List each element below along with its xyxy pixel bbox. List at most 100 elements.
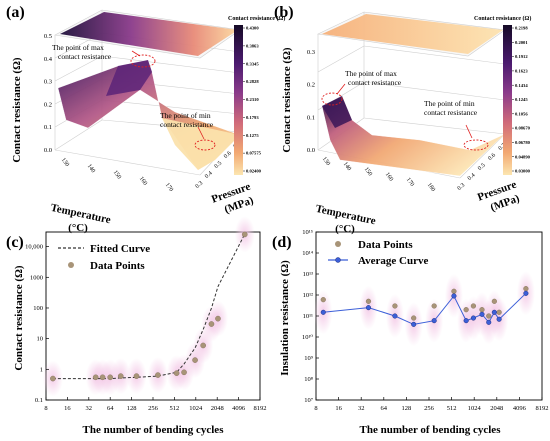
panel-c-y-tick-3: 100 [33, 305, 43, 312]
panel-c: (c) 0.1 1 10 100 1000 10,000 8 16 32 64 128 256 512… [6, 216, 267, 436]
panel-b-min-arrow [465, 124, 473, 139]
panel-d-label: (d) [272, 234, 292, 251]
panel-a-z-tick-0: 0.5 [44, 33, 52, 40]
panel-c-point-10 [200, 342, 206, 349]
panel-b-z-ticks: 0.3 0.2 0.1 0.0 [307, 49, 315, 154]
panel-a-z-tick-2: 0.3 [44, 79, 52, 86]
panel-b-cb-tick-7: 0.08670 [515, 126, 531, 131]
panel-a-cb-tick-6: 0.1275 [246, 133, 259, 138]
panel-a-x-axis-unit: (°C) [68, 222, 88, 234]
panel-b-y-tick-4: 0.7 [498, 143, 508, 152]
panel-c-point-7 [173, 370, 180, 376]
panel-d-y-tick-4: 10¹¹ [303, 313, 313, 320]
panel-c-x-tick-3: 64 [107, 405, 114, 412]
panel-c-point-5 [133, 373, 140, 379]
panel-c-legend-points: Data Points [90, 260, 145, 272]
panel-b-z-tick-3: 0.0 [307, 147, 315, 154]
panel-c-y-tick-2: 10 [37, 336, 44, 343]
panel-d-point-1 [365, 298, 372, 304]
panel-b-annotation-min: The point of min contact resistance [424, 99, 478, 117]
panel-c-x-ticks: 8 16 32 64 128 256 512 1024 2048 4096 8192 [44, 397, 267, 412]
panel-b-x-tick-1: 140 [342, 161, 352, 172]
panel-d-point-10 [491, 298, 497, 304]
panel-d-legend-avg-marker [335, 257, 341, 263]
panel-a-cb-tick-5: 0.1793 [246, 115, 259, 120]
panel-d-avg-point-6 [463, 318, 469, 324]
panel-c-x-tick-6: 512 [170, 405, 180, 412]
panel-c-point-6 [155, 372, 161, 378]
panel-d-x-tick-5: 256 [424, 405, 435, 412]
panel-d-avg-point-8 [479, 311, 485, 317]
panel-a-x-ticks: 130 140 150 160 170 [60, 157, 174, 193]
panel-d-x-tick-3: 64 [381, 405, 388, 412]
panel-a-z-tick-4: 0.1 [44, 124, 52, 131]
panel-c-x-tick-9: 4096 [232, 405, 246, 412]
panel-a-colorbar-ticks: 0.4300 0.3863 0.3345 0.2828 0.2310 0.1793 0.12… [243, 26, 262, 174]
panel-b-top-projection [322, 14, 503, 54]
panel-b-x-axis-unit: (°C) [335, 223, 355, 235]
panel-d-avg-point-9 [486, 319, 492, 325]
panel-b: (b) The point of max contact resistance T… [274, 4, 531, 235]
panel-a-top-projection [60, 12, 238, 56]
panel-d-y-axis-label: Insulation resistance (Ω) [279, 260, 291, 376]
panel-a-z-axis-label: Contact resistance (Ω) [11, 57, 23, 162]
panel-d-avg-point-3 [411, 321, 417, 327]
panel-a: (a) The point of max contact resista [6, 4, 285, 234]
panel-d-y-tick-0: 10⁷ [304, 397, 313, 404]
panel-a-cb-tick-8: 0.02400 [246, 169, 262, 174]
panel-b-cb-tick-1: 0.2001 [515, 40, 528, 45]
panel-d-point-5 [451, 288, 457, 294]
panel-d-avg-point-10 [491, 309, 497, 315]
panel-c-data-points [50, 231, 248, 382]
panel-b-cb-tick-9: 0.04890 [515, 154, 531, 159]
panel-a-surface-low [162, 118, 240, 170]
panel-a-z-tick-5: 0.0 [44, 147, 52, 154]
panel-d-legend-point-marker [335, 241, 341, 247]
panel-d-avg-point-12 [523, 290, 529, 296]
panel-c-y-tick-1: 1 [40, 366, 43, 373]
panel-d-point-4 [431, 303, 437, 309]
panel-c-x-axis-label: The number of bending cycles [83, 424, 225, 436]
panel-d-y-tick-7: 10¹⁴ [302, 250, 313, 257]
panel-b-y-tick-3: 0.6 [487, 153, 497, 162]
panel-d-average-points [320, 290, 529, 327]
panel-d-point-7 [470, 303, 477, 309]
panel-d-y-ticks: 10⁷ 10⁸ 10⁹ 10¹⁰ 10¹¹ 10¹² 10¹³ 10¹⁴ 10¹⁵ [302, 229, 319, 404]
panel-c-point-2 [99, 374, 106, 381]
panel-c-y-tick-0: 0.1 [35, 397, 43, 404]
panel-d-x-tick-6: 512 [447, 405, 457, 412]
panel-d-avg-point-1 [365, 305, 372, 311]
panel-a-x-tick-2: 150 [112, 170, 122, 181]
panel-a-annotation-min: The point of min contact resistance [160, 111, 214, 129]
panel-d-y-tick-8: 10¹⁵ [302, 229, 313, 236]
panel-b-colorbar-ticks: 0.2198 0.2001 0.1912 0.1623 0.1434 0.1245 0.10… [512, 26, 531, 174]
panel-d-point-6 [463, 307, 469, 313]
panel-d-point-halos [314, 271, 535, 347]
panel-c-point-3 [107, 374, 113, 381]
panel-a-cb-tick-3: 0.2828 [246, 79, 259, 84]
panel-c-y-axis-label: Contact resistance (Ω) [13, 265, 25, 370]
panel-b-cb-tick-2: 0.1912 [515, 54, 528, 59]
panel-b-y-tick-2: 0.5 [477, 163, 487, 172]
panel-d-x-tick-0: 8 [314, 405, 317, 412]
panel-c-label: (c) [6, 234, 24, 251]
panel-d-legend-points: Data Points [358, 239, 413, 251]
panel-d-x-ticks: 8 16 32 64 128 256 512 1024 2048 4096 8192 [314, 397, 549, 412]
panel-a-max-arrow [131, 50, 141, 57]
panel-b-x-tick-4: 170 [405, 177, 415, 188]
panel-b-cb-tick-4: 0.1434 [515, 83, 528, 88]
panel-b-label: (b) [274, 4, 294, 21]
panel-c-point-0 [50, 375, 56, 382]
panel-c-point-9 [192, 357, 198, 363]
panel-c-point-4 [117, 373, 124, 379]
panel-d-avg-point-0 [320, 309, 326, 315]
panel-b-y-tick-0: 0.3 [457, 183, 467, 192]
panel-a-x-tick-0: 130 [60, 157, 70, 168]
panel-b-cb-tick-8: 0.06780 [515, 140, 531, 145]
panel-b-surface-peak [322, 96, 352, 128]
panel-b-cb-tick-3: 0.1623 [515, 69, 528, 74]
panel-b-z-tick-2: 0.1 [307, 114, 315, 121]
panel-a-y-tick-3: 0.6 [223, 151, 233, 160]
panel-d-point-9 [486, 313, 492, 319]
